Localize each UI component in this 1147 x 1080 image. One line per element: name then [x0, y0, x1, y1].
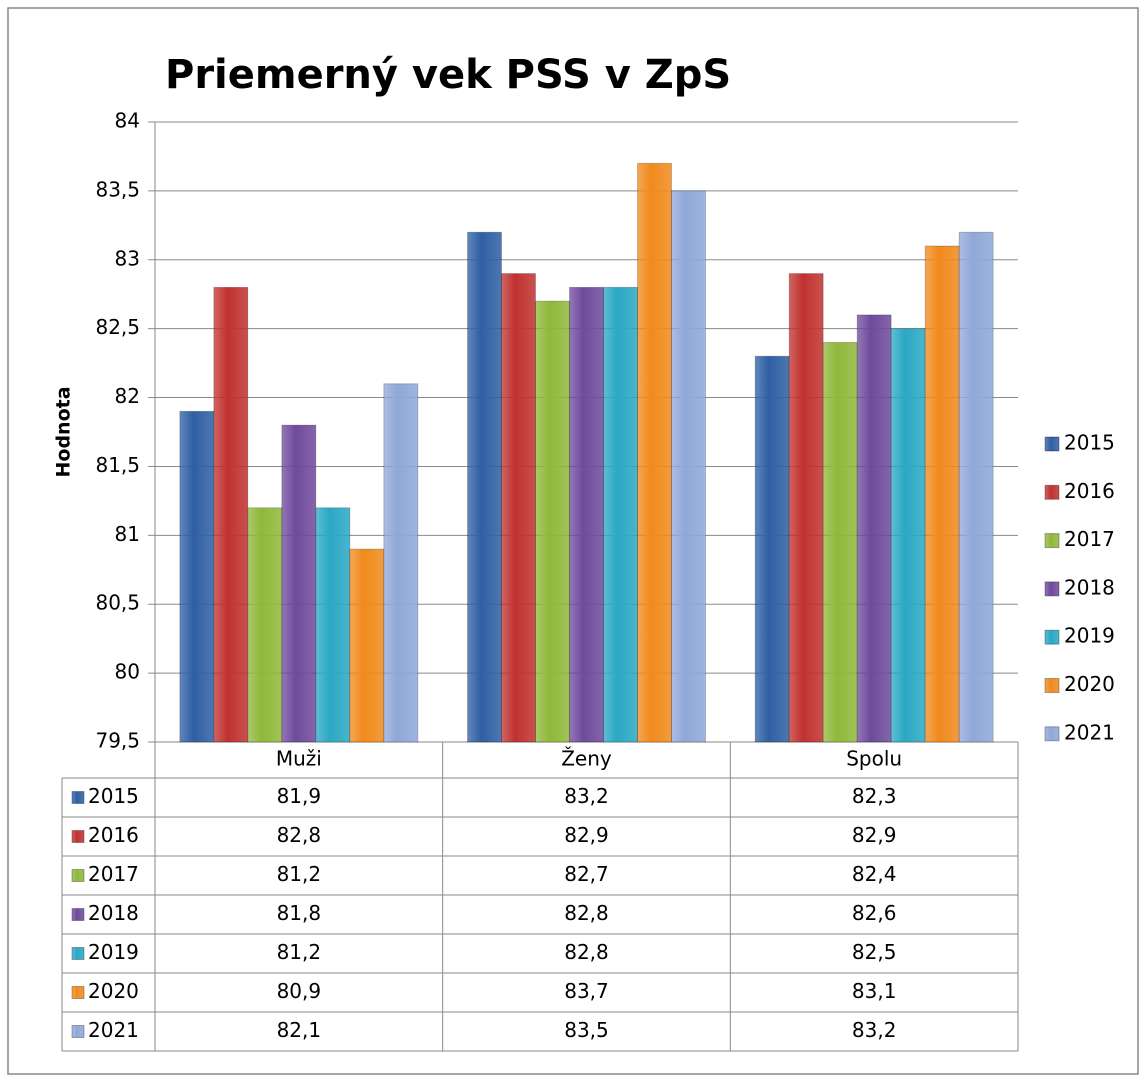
table-value: 82,8 [564, 901, 609, 925]
y-tick-label: 81,5 [95, 453, 140, 477]
legend-label: 2016 [1064, 479, 1115, 503]
y-axis-label: Hodnota [53, 386, 75, 477]
y-tick-label: 82,5 [95, 315, 140, 339]
y-tick-label: 79,5 [95, 729, 140, 753]
table-row-label: 2016 [88, 823, 139, 847]
bar [754, 355, 790, 743]
legend-key [1044, 436, 1060, 452]
x-tick-label: Spolu [846, 747, 902, 771]
bar [924, 245, 960, 743]
bar [315, 507, 351, 743]
y-tick-label: 82 [115, 384, 140, 408]
bar [467, 231, 502, 743]
legend-label: 2020 [1064, 672, 1115, 696]
bar [569, 286, 604, 743]
bar [637, 162, 672, 743]
legend-label: 2015 [1064, 431, 1115, 455]
bar [281, 424, 317, 743]
legend-key [1044, 678, 1060, 693]
bar [213, 286, 249, 743]
legend-key [1044, 581, 1060, 597]
bar [958, 231, 994, 743]
legend-label: 2019 [1064, 624, 1115, 648]
bar [247, 507, 283, 743]
bar [890, 328, 926, 743]
legend-label: 2017 [1064, 527, 1115, 551]
table-value: 82,9 [564, 823, 609, 847]
table-value: 83,2 [564, 784, 609, 808]
table-value: 81,9 [277, 784, 322, 808]
legend-key [1044, 629, 1060, 645]
table-row-label: 2015 [88, 784, 139, 808]
bar [535, 300, 570, 743]
bar [788, 273, 824, 743]
legend-key [1044, 484, 1060, 500]
table-value: 81,2 [277, 862, 322, 886]
table-value: 82,8 [564, 940, 609, 964]
bar [349, 548, 385, 743]
table-legend-key [71, 791, 85, 804]
table-value: 83,1 [852, 979, 897, 1003]
table-value: 82,1 [277, 1018, 322, 1042]
table-row-label: 2019 [88, 940, 139, 964]
x-tick-label: Ženy [561, 747, 612, 771]
y-tick-label: 81 [115, 522, 140, 546]
table-value: 82,8 [277, 823, 322, 847]
table-value: 82,3 [852, 784, 897, 808]
legend-key [1044, 726, 1060, 742]
y-tick-label: 84 [115, 109, 140, 133]
y-tick-label: 80 [115, 660, 140, 684]
bar [856, 314, 892, 743]
table-value: 83,7 [564, 979, 609, 1003]
y-tick-label: 83,5 [95, 177, 140, 201]
table-value: 82,7 [564, 862, 609, 886]
legend-label: 2021 [1064, 720, 1115, 744]
table-value: 82,9 [852, 823, 897, 847]
table-legend-key [71, 1025, 85, 1038]
bar [671, 190, 706, 743]
bar [501, 273, 536, 743]
y-tick-label: 83 [115, 246, 140, 270]
table-row-label: 2021 [88, 1018, 139, 1042]
table-row-label: 2017 [88, 862, 139, 886]
table-row-label: 2020 [88, 979, 139, 1003]
bar [179, 410, 215, 743]
table-value: 82,5 [852, 940, 897, 964]
table-value: 83,5 [564, 1018, 609, 1042]
table-legend-key [71, 908, 85, 921]
table-value: 80,9 [277, 979, 322, 1003]
table-value: 81,8 [277, 901, 322, 925]
table-legend-key [71, 869, 85, 882]
table-legend-key [71, 830, 85, 843]
x-tick-label: Muži [276, 747, 322, 771]
bar [822, 342, 858, 743]
table-row-label: 2018 [88, 901, 139, 925]
table-legend-key [71, 986, 85, 999]
table-value: 82,6 [852, 901, 897, 925]
y-tick-label: 80,5 [95, 591, 140, 615]
legend-key [1044, 533, 1060, 549]
table-value: 82,4 [852, 862, 897, 886]
legend-label: 2018 [1064, 575, 1115, 599]
chart-title: Priemerný vek PSS v ZpS [165, 52, 731, 98]
bar [383, 383, 419, 743]
table-legend-key [71, 947, 85, 960]
table-value: 83,2 [852, 1018, 897, 1042]
bar [603, 286, 638, 743]
table-value: 81,2 [277, 940, 322, 964]
